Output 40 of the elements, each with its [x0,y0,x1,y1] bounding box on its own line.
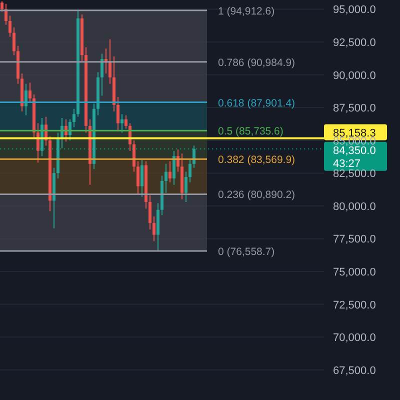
candlestick [184,171,188,202]
y-tick-label: 82,500.0 [333,168,376,180]
candlestick [108,38,112,84]
y-tick-label: 77,500.0 [333,234,376,246]
candlestick [168,160,172,183]
candlestick [132,140,136,172]
candlestick [116,96,120,132]
y-tick-label: 95,000.0 [333,4,376,16]
candlestick [12,27,16,56]
ref-line-label: 0.382 (83,569.9) [218,154,296,166]
y-tick-label: 80,000.0 [333,200,376,213]
ref-line-label: 0 (76,558.7) [218,246,275,258]
candlestick [164,163,168,194]
ref-line-label: 0.618 (87,901.4) [218,97,296,110]
candlestick [188,160,192,183]
ref-line-label: 0.786 (90,984.9) [218,56,296,69]
candlestick [0,0,4,12]
y-tick-label: 90,000.0 [333,70,376,82]
ref-line-label: 84,350.0 [333,144,376,157]
ref-line-label: 0.5 (85,735.6) [218,126,284,138]
y-tick-label: 87,500.0 [333,102,376,115]
candlestick [136,160,140,195]
candlestick [8,15,12,38]
y-tick-label: 72,500.0 [333,299,376,312]
ref-line-label: 1 (94,912.6) [218,5,275,18]
candlestick [148,194,152,230]
candlestick [172,150,176,186]
candlestick [152,216,156,242]
candlestick [72,108,76,128]
candlestick [124,114,128,130]
candlestick [140,160,144,198]
y-tick-label: 92,500.0 [333,36,376,49]
candlestick [28,82,32,103]
candlestick [120,114,124,133]
candlestick [100,53,104,96]
ref-line-label: 0.236 (80,890.2) [218,189,296,202]
y-tick-label: 70,000.0 [333,332,376,344]
y-tick-label: 75,000.0 [333,266,376,278]
text: 43:27 [333,158,361,170]
y-tick-label: 67,500.0 [333,364,376,377]
